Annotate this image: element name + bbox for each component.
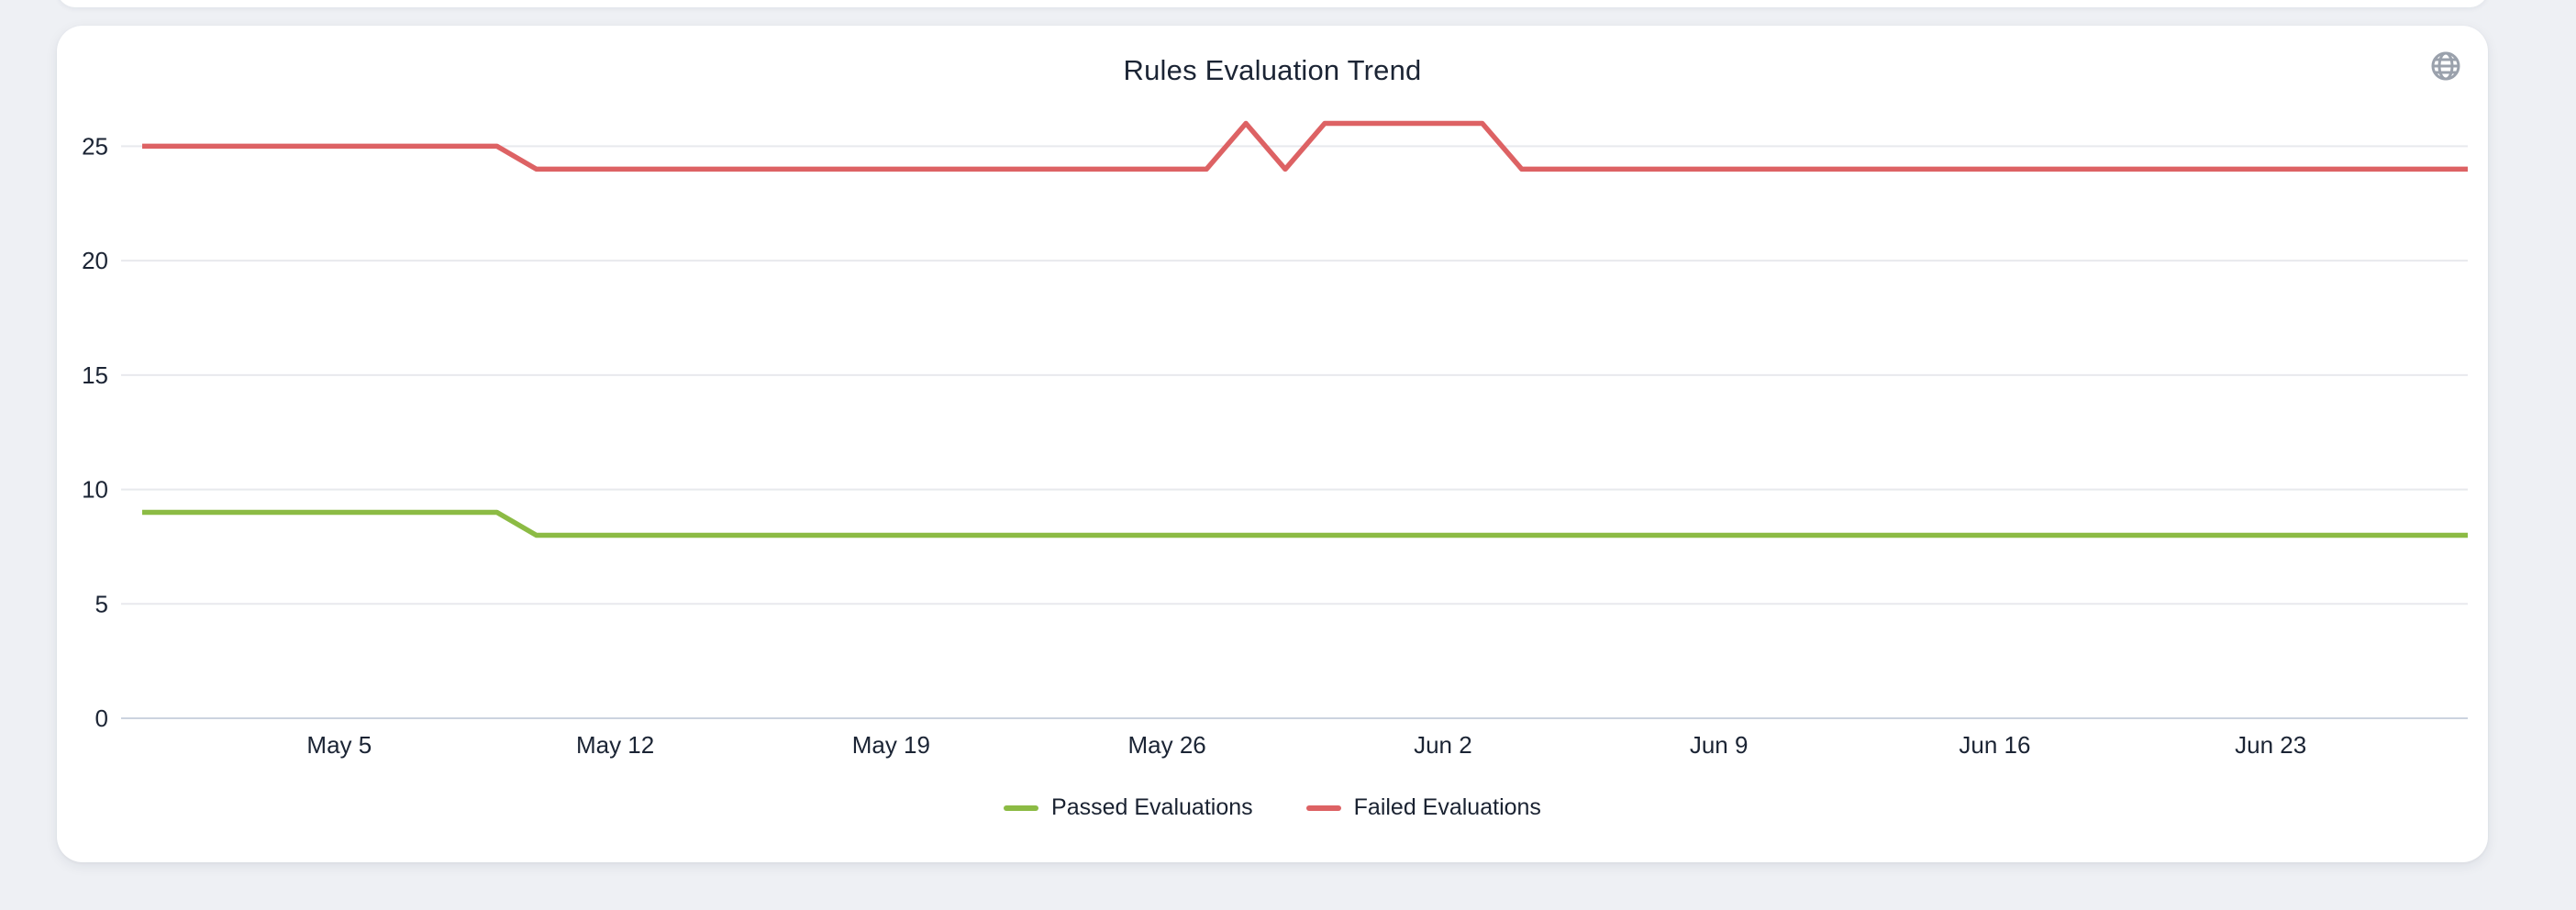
chart-card: Rules Evaluation Trend 0 5 10 15 20 25 May 5 Ma… — [57, 26, 2488, 862]
svg-text:May 12: May 12 — [576, 731, 654, 759]
legend-item-failed-evaluations[interactable]: Failed Evaluations — [1305, 794, 1541, 821]
legend-marker-failed — [1305, 805, 1341, 811]
legend-label-passed: Passed Evaluations — [1051, 794, 1253, 820]
legend-marker-passed — [1004, 805, 1039, 811]
previous-card-bottom-edge — [57, 0, 2488, 7]
legend-label-failed: Failed Evaluations — [1353, 794, 1541, 820]
legend-item-passed-evaluations[interactable]: Passed Evaluations — [1004, 794, 1253, 821]
svg-text:Jun 16: Jun 16 — [1959, 731, 2030, 759]
svg-text:25: 25 — [82, 132, 108, 160]
chart-legend: Passed Evaluations Failed Evaluations — [57, 794, 2488, 821]
svg-text:Jun 9: Jun 9 — [1690, 731, 1749, 759]
svg-text:May 5: May 5 — [306, 731, 372, 759]
svg-text:10: 10 — [82, 476, 108, 504]
svg-text:May 19: May 19 — [852, 731, 930, 759]
svg-text:5: 5 — [95, 590, 108, 617]
globe-icon[interactable] — [2428, 49, 2463, 83]
line-chart-plot[interactable]: 0 5 10 15 20 25 May 5 May 12 May 19 May 26 Jun 2 Ju… — [57, 26, 2488, 862]
svg-text:May 26: May 26 — [1127, 731, 1205, 759]
svg-text:20: 20 — [82, 247, 108, 274]
svg-text:Jun 23: Jun 23 — [2235, 731, 2306, 759]
svg-text:15: 15 — [82, 361, 108, 389]
svg-text:0: 0 — [95, 705, 108, 732]
globe-icon-svg — [2431, 51, 2460, 81]
svg-text:Jun 2: Jun 2 — [1414, 731, 1472, 759]
chart-title: Rules Evaluation Trend — [1123, 54, 1422, 86]
